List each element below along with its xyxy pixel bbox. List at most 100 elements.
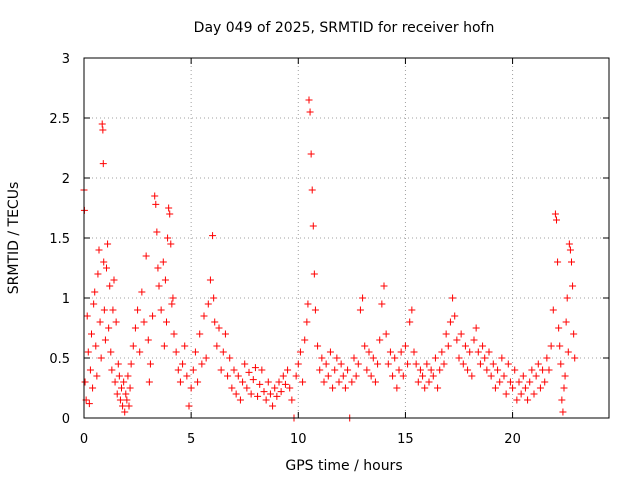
data-point bbox=[100, 258, 108, 266]
data-point bbox=[399, 372, 407, 380]
data-point bbox=[243, 384, 251, 392]
data-point bbox=[153, 228, 161, 236]
data-point bbox=[107, 348, 115, 356]
data-point bbox=[408, 306, 416, 314]
data-point bbox=[219, 348, 227, 356]
data-point bbox=[264, 378, 272, 386]
data-point bbox=[125, 402, 133, 410]
data-point bbox=[112, 318, 120, 326]
data-point bbox=[314, 342, 322, 350]
data-point bbox=[410, 348, 418, 356]
data-point bbox=[401, 342, 409, 350]
data-point bbox=[496, 378, 504, 386]
data-point bbox=[161, 276, 169, 284]
data-point bbox=[202, 354, 210, 362]
data-point bbox=[127, 360, 135, 368]
data-point bbox=[247, 390, 255, 398]
data-point bbox=[140, 318, 148, 326]
data-point bbox=[83, 312, 91, 320]
data-point bbox=[144, 336, 152, 344]
data-point bbox=[320, 378, 328, 386]
axes bbox=[83, 57, 610, 419]
data-point bbox=[344, 366, 352, 374]
data-point bbox=[146, 360, 154, 368]
data-point bbox=[210, 294, 218, 302]
x-tick-label: 20 bbox=[504, 432, 521, 447]
data-point bbox=[419, 372, 427, 380]
data-point bbox=[568, 258, 575, 266]
data-point bbox=[299, 378, 307, 386]
data-point bbox=[331, 366, 339, 374]
data-point bbox=[556, 342, 564, 350]
data-point bbox=[119, 402, 127, 410]
data-point bbox=[389, 372, 397, 380]
data-point bbox=[168, 300, 176, 308]
y-tick-label: 0 bbox=[62, 412, 70, 427]
data-point bbox=[479, 342, 487, 350]
data-point bbox=[275, 378, 283, 386]
data-point bbox=[384, 360, 392, 368]
data-point bbox=[151, 192, 159, 200]
data-point bbox=[356, 306, 364, 314]
data-point bbox=[519, 372, 527, 380]
data-point bbox=[451, 312, 459, 320]
data-point bbox=[136, 348, 144, 356]
data-point bbox=[191, 348, 199, 356]
data-point bbox=[215, 324, 223, 332]
data-point bbox=[444, 342, 452, 350]
data-point bbox=[251, 364, 259, 372]
data-point bbox=[427, 366, 435, 374]
data-point bbox=[149, 312, 157, 320]
data-point bbox=[429, 372, 437, 380]
data-point bbox=[288, 396, 296, 404]
data-point bbox=[318, 354, 326, 362]
data-point bbox=[170, 330, 178, 338]
data-point bbox=[176, 378, 184, 386]
data-point bbox=[160, 342, 168, 350]
data-point bbox=[167, 240, 175, 248]
data-point bbox=[558, 396, 566, 404]
data-point bbox=[258, 366, 266, 374]
data-point bbox=[271, 384, 279, 392]
x-tick-label: 5 bbox=[187, 432, 195, 447]
data-point bbox=[474, 348, 482, 356]
chart-title: Day 049 of 2025, SRMTID for receiver hof… bbox=[194, 20, 495, 36]
data-point bbox=[528, 366, 536, 374]
data-point bbox=[468, 372, 476, 380]
data-point bbox=[91, 288, 99, 296]
data-point bbox=[113, 390, 121, 398]
data-point bbox=[504, 360, 512, 368]
data-point bbox=[472, 324, 480, 332]
data-point bbox=[491, 384, 499, 392]
data-point bbox=[569, 282, 577, 290]
data-point bbox=[101, 336, 109, 344]
data-point bbox=[391, 354, 399, 362]
data-point bbox=[131, 324, 139, 332]
y-tick-label: 0.5 bbox=[49, 352, 70, 367]
data-point bbox=[440, 360, 448, 368]
data-point bbox=[230, 366, 238, 374]
data-point bbox=[266, 390, 274, 398]
data-point bbox=[179, 360, 187, 368]
data-point bbox=[481, 354, 489, 362]
data-point bbox=[470, 336, 478, 344]
data-point bbox=[322, 360, 330, 368]
data-point bbox=[94, 270, 102, 278]
data-point bbox=[425, 378, 433, 386]
data-point bbox=[509, 384, 517, 392]
y-tick-label: 1.5 bbox=[49, 232, 70, 247]
data-point bbox=[485, 348, 493, 356]
data-point bbox=[449, 294, 457, 302]
data-point bbox=[371, 378, 379, 386]
data-point bbox=[412, 360, 420, 368]
y-axis-title: SRMTID / TECUs bbox=[6, 182, 22, 295]
data-point bbox=[532, 372, 540, 380]
data-point bbox=[431, 354, 439, 362]
data-point bbox=[85, 400, 93, 408]
data-point bbox=[194, 378, 202, 386]
data-point bbox=[256, 380, 264, 388]
data-point bbox=[348, 378, 356, 386]
data-point bbox=[200, 312, 208, 320]
data-point bbox=[129, 342, 137, 350]
x-tick-label: 15 bbox=[397, 432, 414, 447]
